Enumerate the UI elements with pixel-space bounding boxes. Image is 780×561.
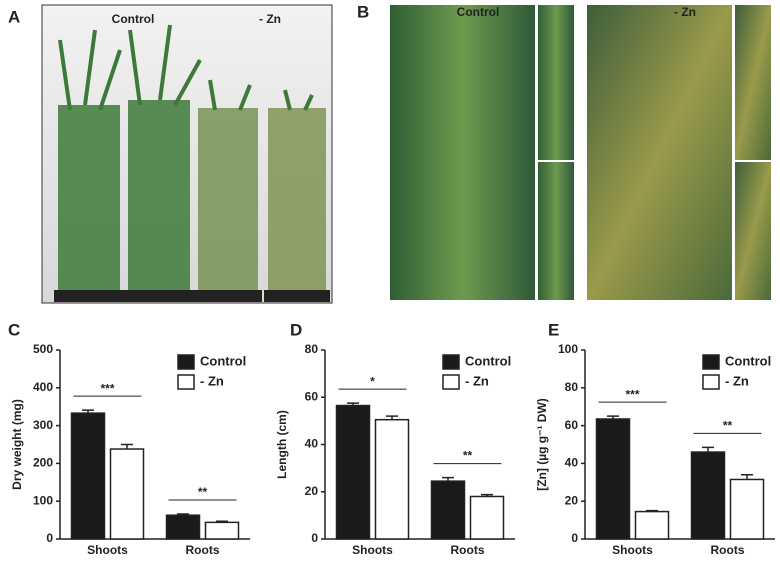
error-bar xyxy=(82,409,94,414)
photo-label: - Zn xyxy=(674,5,696,19)
legend-swatch xyxy=(702,374,720,390)
error-bar xyxy=(442,476,454,482)
photo-b-control xyxy=(390,5,535,300)
significance: *** xyxy=(100,381,114,395)
significance: ** xyxy=(463,449,473,463)
bar xyxy=(165,514,201,540)
error-bar xyxy=(121,443,133,450)
photo-b-zn-inset xyxy=(735,5,771,160)
legend-swatch xyxy=(442,354,460,370)
panel-label: D xyxy=(290,320,302,339)
photo-b-control-inset xyxy=(538,162,574,300)
y-axis-label: Dry weight (mg) xyxy=(10,399,24,490)
legend-swatch xyxy=(177,354,195,370)
x-tick-label: Shoots xyxy=(612,543,653,557)
bar xyxy=(430,480,466,540)
legend-label: Control xyxy=(725,353,771,368)
y-tick-label: 0 xyxy=(571,531,578,545)
photo-b-zn-inset xyxy=(735,162,771,300)
error-bar xyxy=(702,446,714,453)
y-tick-label: 60 xyxy=(305,389,319,403)
photo-b-zn xyxy=(587,5,732,300)
legend-label: - Zn xyxy=(725,373,749,388)
legend-label: - Zn xyxy=(200,373,224,388)
legend-swatch xyxy=(177,374,195,390)
x-tick-label: Shoots xyxy=(87,543,128,557)
panel-label: A xyxy=(8,7,20,26)
error-bar xyxy=(741,473,753,480)
bar xyxy=(634,510,670,540)
y-tick-label: 100 xyxy=(33,493,53,507)
y-tick-label: 60 xyxy=(565,418,579,432)
y-tick-label: 20 xyxy=(305,484,319,498)
y-tick-label: 80 xyxy=(565,380,579,394)
photo-b-control-inset xyxy=(538,5,574,160)
bar xyxy=(690,451,726,540)
photo-label: Control xyxy=(112,12,155,26)
y-tick-label: 80 xyxy=(305,342,319,356)
y-tick-label: 0 xyxy=(311,531,318,545)
plants xyxy=(54,24,330,302)
legend-swatch xyxy=(442,374,460,390)
significance: * xyxy=(370,374,375,388)
y-tick-label: 40 xyxy=(305,437,319,451)
photo-label: Control xyxy=(457,5,500,19)
x-tick-label: Roots xyxy=(451,543,485,557)
x-tick-label: Shoots xyxy=(352,543,393,557)
legend-label: Control xyxy=(465,353,511,368)
y-tick-label: 40 xyxy=(565,456,579,470)
x-tick-label: Roots xyxy=(186,543,220,557)
error-bar xyxy=(216,520,228,523)
bar xyxy=(729,478,765,540)
bar xyxy=(335,404,371,540)
bar xyxy=(469,495,505,540)
panel-label: B xyxy=(357,2,369,21)
legend-swatch xyxy=(702,354,720,370)
significance: *** xyxy=(625,387,639,401)
error-bar xyxy=(607,415,619,419)
y-axis-label: [Zn] (µg g⁻¹ DW) xyxy=(535,398,549,491)
error-bar xyxy=(177,513,189,516)
y-tick-label: 20 xyxy=(565,493,579,507)
significance: ** xyxy=(198,485,208,499)
y-tick-label: 200 xyxy=(33,456,53,470)
error-bar xyxy=(481,493,493,497)
y-tick-label: 100 xyxy=(558,342,578,356)
y-tick-label: 400 xyxy=(33,380,53,394)
significance: ** xyxy=(723,419,733,433)
error-bar xyxy=(386,415,398,420)
bar xyxy=(374,418,410,540)
error-bar xyxy=(347,402,359,406)
y-tick-label: 500 xyxy=(33,342,53,356)
legend-label: Control xyxy=(200,353,246,368)
bar xyxy=(204,521,240,540)
y-tick-label: 0 xyxy=(46,531,53,545)
legend-label: - Zn xyxy=(465,373,489,388)
panel-label: E xyxy=(548,320,559,339)
y-tick-label: 300 xyxy=(33,418,53,432)
error-bar xyxy=(646,509,658,512)
panel-label: C xyxy=(8,320,20,339)
bar xyxy=(70,412,106,540)
bar xyxy=(595,418,631,540)
bar xyxy=(109,448,145,540)
photo-label: - Zn xyxy=(259,12,281,26)
x-tick-label: Roots xyxy=(711,543,745,557)
y-axis-label: Length (cm) xyxy=(275,410,289,479)
